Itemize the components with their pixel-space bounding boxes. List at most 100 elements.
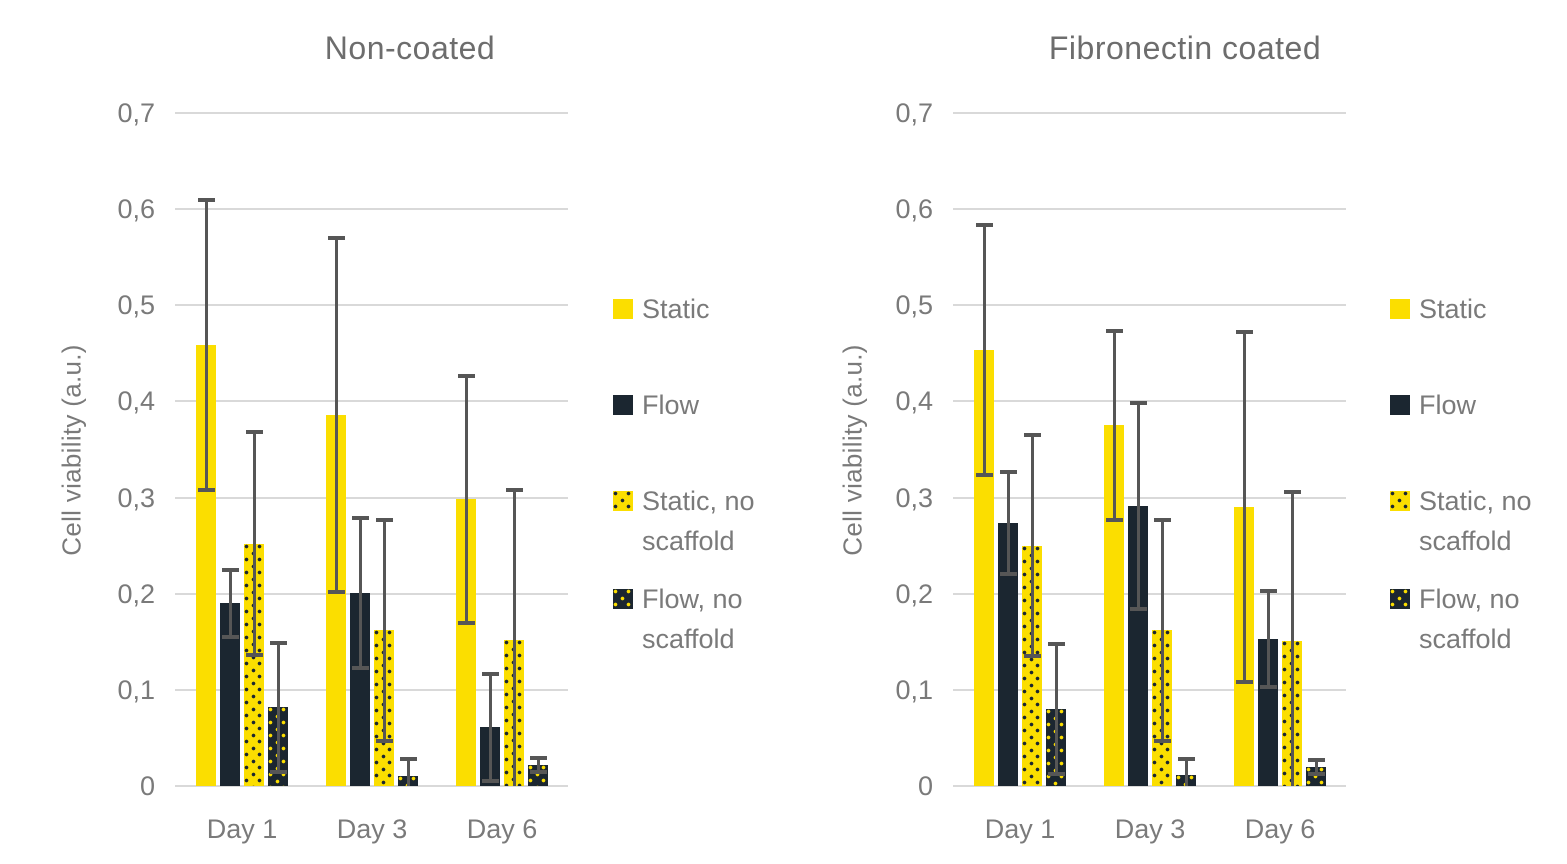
bar-flow-day-3	[1128, 506, 1148, 786]
error-bar-line	[982, 225, 986, 476]
legend-item-static: Static	[613, 289, 797, 329]
error-bar-line	[1112, 331, 1116, 520]
error-bar-line	[204, 199, 208, 490]
error-bar-line	[382, 519, 386, 741]
error-bar-top-cap	[1047, 641, 1065, 646]
error-bar-top-cap	[1307, 758, 1325, 763]
error-bar-line	[1160, 519, 1164, 741]
error-bar-line	[228, 569, 232, 637]
x-axis-category-label: Day 1	[206, 814, 278, 844]
gridline	[175, 785, 568, 787]
error-bar-top-cap	[975, 223, 993, 228]
legend-label: Static, no scaffold	[1419, 486, 1532, 556]
error-bar-line	[464, 376, 468, 623]
gridline	[175, 208, 568, 211]
flow-no-scaffold-swatch-icon	[613, 589, 633, 609]
legend-item-flow-no-scaffold: Flow, no scaffold	[1390, 579, 1567, 659]
legend-label: Flow	[642, 390, 700, 420]
error-bar-bottom-cap	[481, 779, 499, 784]
gridline	[175, 496, 568, 499]
error-bar-top-cap	[529, 756, 547, 761]
legend-label: Static	[1419, 294, 1487, 324]
legend-label: Static	[642, 294, 710, 324]
error-bar-top-cap	[457, 374, 475, 379]
gridline	[953, 592, 1346, 595]
chart-title: Fibronectin coated	[1048, 30, 1322, 66]
error-bar-top-cap	[1129, 401, 1147, 406]
plot-area: 0 0,1 0,2 0,3 0,4 0,5 0,6 0,7 Day 1 Day 3 Day 6	[895, 98, 1346, 844]
gridline	[953, 304, 1346, 307]
error-bar-top-cap	[221, 567, 239, 572]
error-bar-top-cap	[351, 515, 369, 520]
error-bar-line	[512, 489, 516, 786]
y-axis-tick-label: 0,3	[117, 482, 155, 513]
y-axis-tick-label: 0,2	[895, 578, 933, 609]
legend-label: Flow, no scaffold	[642, 584, 743, 654]
y-axis-tick-label: 0,7	[895, 98, 933, 128]
y-axis-tick-label: 0	[139, 771, 155, 801]
legend-item-flow: Flow	[613, 385, 797, 425]
error-bar-top-cap	[245, 430, 263, 435]
error-bar-line	[358, 517, 362, 668]
error-bar-line	[406, 759, 410, 786]
chart-title: Non-coated	[324, 30, 496, 66]
bar-flow-day-6	[1258, 638, 1278, 786]
error-bar-line	[1054, 643, 1058, 775]
static-no-scaffold-swatch-icon	[613, 491, 633, 511]
gridline	[953, 688, 1346, 691]
bar-static-no-scaffold-day-1	[1022, 545, 1042, 786]
error-bar-bottom-cap	[529, 769, 547, 774]
y-axis-label: Cell viability (a.u.)	[837, 344, 868, 556]
y-axis-tick-label: 0,5	[895, 290, 933, 321]
error-bar-top-cap	[999, 469, 1017, 474]
legend-item-static-no-scaffold: Static, no scaffold	[1390, 481, 1567, 561]
error-bar-line	[1290, 491, 1294, 786]
error-bar-top-cap	[375, 517, 393, 522]
error-bar-bottom-cap	[221, 634, 239, 639]
x-axis-category-label: Day 6	[466, 814, 538, 844]
error-bar-bottom-cap	[1023, 654, 1041, 659]
gridline	[175, 400, 568, 403]
bar-static-day-3	[1104, 425, 1124, 786]
error-bar-bottom-cap	[1129, 607, 1147, 612]
y-axis-tick-label: 0,6	[117, 194, 155, 225]
legend-item-static: Static	[1390, 289, 1567, 329]
error-bar-top-cap	[1259, 588, 1277, 593]
error-bar-top-cap	[1023, 433, 1041, 438]
error-bar-bottom-cap	[327, 589, 345, 594]
bar-static-day-1	[974, 350, 994, 786]
x-axis-category-label: Day 6	[1244, 814, 1316, 844]
legend-item-flow-no-scaffold: Flow, no scaffold	[613, 579, 797, 659]
error-bar-bottom-cap	[351, 665, 369, 670]
error-bar-line	[1242, 332, 1246, 683]
gridline	[175, 592, 568, 595]
bar-static-no-scaffold-day-1	[244, 543, 264, 786]
legend-label: Flow, no scaffold	[1419, 584, 1520, 654]
error-bar-top-cap	[1105, 329, 1123, 334]
error-bar-line	[488, 673, 492, 782]
error-bar-line	[1006, 471, 1010, 574]
error-bar-line	[334, 237, 338, 592]
error-bar-bottom-cap	[1105, 517, 1123, 522]
error-bar-top-cap	[505, 487, 523, 492]
error-bar-line	[276, 642, 280, 772]
error-bar-line	[1136, 403, 1140, 610]
gridline	[953, 208, 1346, 211]
error-bar-top-cap	[197, 197, 215, 202]
error-bar-top-cap	[327, 235, 345, 240]
flow-no-scaffold-swatch-icon	[1390, 589, 1410, 609]
error-bar-line	[1266, 590, 1270, 687]
y-axis-tick-label: 0,6	[895, 194, 933, 225]
error-bar-bottom-cap	[1259, 684, 1277, 689]
error-bar-bottom-cap	[1153, 738, 1171, 743]
y-axis-tick-label: 0,4	[117, 386, 155, 417]
legend-item-static-no-scaffold: Static, no scaffold	[613, 481, 797, 561]
y-axis-label: Cell viability (a.u.)	[56, 344, 87, 556]
gridline	[175, 112, 568, 114]
error-bar-line	[536, 758, 540, 772]
bar-static-day-6	[456, 499, 476, 786]
gridline	[175, 688, 568, 691]
bar-flow-day-1	[220, 603, 240, 786]
error-bar-bottom-cap	[1235, 680, 1253, 685]
